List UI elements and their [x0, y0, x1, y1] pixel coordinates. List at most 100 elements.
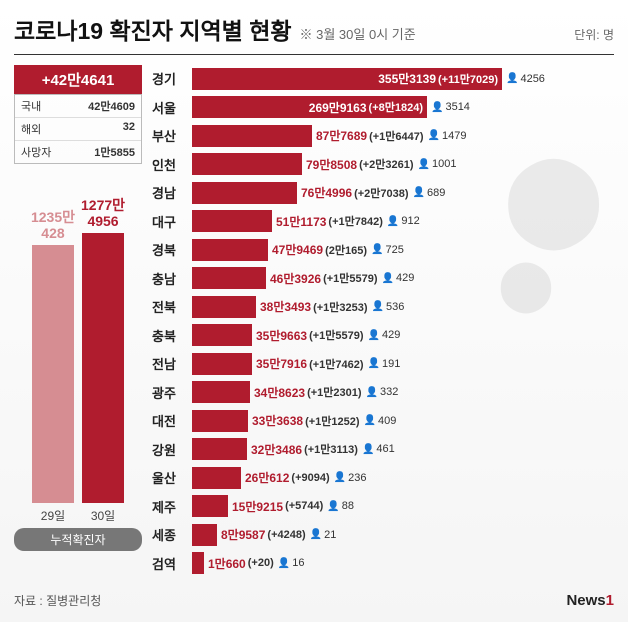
bar-total: 79만8508: [306, 156, 357, 173]
deaths: 👤429: [368, 329, 401, 341]
bar-area: 1만660(+20)👤16: [192, 552, 614, 574]
bar-rect: [192, 381, 250, 403]
region-name: 충북: [152, 326, 192, 345]
region-name: 경북: [152, 240, 192, 259]
cum-label: 29일: [41, 507, 65, 524]
bar-text-outside: 35만7916(+1만7462): [256, 355, 364, 372]
bar-rect: [192, 438, 247, 460]
bar-total: 26만612: [245, 469, 289, 486]
bar-rect: 355만3139(+11만7029): [192, 68, 502, 90]
bar-rect: [192, 524, 217, 546]
bar-increase: (+11만7029): [438, 71, 498, 87]
bar-rect: [192, 267, 266, 289]
region-name: 강원: [152, 440, 192, 459]
bar-text-outside: 15만9215(+5744): [232, 498, 323, 515]
bar-total: 8만9587: [221, 526, 265, 543]
bar-area: 26만612(+9094)👤236: [192, 467, 614, 489]
person-icon: 👤: [418, 159, 430, 170]
deaths-value: 3514: [445, 101, 469, 113]
deaths: 👤912: [387, 215, 420, 227]
deaths: 👤409: [364, 415, 397, 427]
deaths: 👤21: [310, 529, 337, 541]
bar-rect: [192, 153, 302, 175]
deaths: 👤536: [372, 301, 405, 313]
cumulative-bar: 1235만42829일: [31, 209, 75, 524]
region-row: 대구51만1173(+1만7842)👤912: [152, 208, 614, 235]
region-name: 인천: [152, 155, 192, 174]
person-icon: 👤: [327, 501, 339, 512]
deaths-value: 725: [385, 244, 403, 256]
bar-rect: [192, 125, 312, 147]
bar-area: 8만9587(+4248)👤21: [192, 524, 614, 546]
region-name: 부산: [152, 126, 192, 145]
deaths: 👤429: [382, 272, 415, 284]
region-name: 경기: [152, 69, 192, 88]
region-row: 세종8만9587(+4248)👤21: [152, 521, 614, 548]
deaths-value: 1001: [432, 158, 456, 170]
person-icon: 👤: [382, 273, 394, 284]
bar-rect: [192, 353, 252, 375]
bar-rect: [192, 467, 241, 489]
region-name: 서울: [152, 98, 192, 117]
person-icon: 👤: [413, 187, 425, 198]
person-icon: 👤: [362, 444, 374, 455]
person-icon: 👤: [371, 244, 383, 255]
bar-rect: [192, 210, 272, 232]
deaths-value: 461: [376, 443, 394, 455]
person-icon: 👤: [278, 558, 290, 569]
person-icon: 👤: [334, 472, 346, 483]
deaths: 👤1001: [418, 158, 457, 170]
bar-area: 15만9215(+5744)👤88: [192, 495, 614, 517]
deaths: 👤3514: [431, 101, 470, 113]
stat-row: 국내42만4609: [15, 95, 141, 118]
bar-text-outside: 79만8508(+2만3261): [306, 156, 414, 173]
bar-text-outside: 34만8623(+1만2301): [254, 384, 362, 401]
person-icon: 👤: [368, 358, 380, 369]
bar-text-outside: 26만612(+9094): [245, 469, 330, 486]
bar-area: 47만9469(2만165)👤725: [192, 239, 614, 261]
bar-total: 38만3493: [260, 298, 311, 315]
deaths: 👤16: [278, 557, 305, 569]
bar-rect: [192, 552, 204, 574]
deaths-value: 1479: [442, 130, 466, 142]
region-name: 울산: [152, 468, 192, 487]
region-name: 충남: [152, 269, 192, 288]
bar-increase: (+8만1824): [369, 99, 423, 115]
bar-total: 76만4996: [301, 184, 352, 201]
person-icon: 👤: [506, 73, 518, 84]
deaths-value: 191: [382, 358, 400, 370]
deaths-value: 689: [427, 187, 445, 199]
bar-text-outside: 76만4996(+2만7038): [301, 184, 409, 201]
deaths-value: 429: [396, 272, 414, 284]
bar-total: 87만7689: [316, 127, 367, 144]
person-icon: 👤: [368, 330, 380, 341]
region-name: 검역: [152, 554, 192, 573]
bar-text-outside: 38만3493(+1만3253): [260, 298, 368, 315]
region-row: 전남35만7916(+1만7462)👤191: [152, 350, 614, 377]
bar-total: 15만9215: [232, 498, 283, 515]
logo-text: News: [566, 592, 605, 609]
region-row: 강원32만3486(+1만3113)👤461: [152, 436, 614, 463]
bar-increase: (+2만3261): [359, 156, 413, 172]
deaths-value: 429: [382, 329, 400, 341]
region-row: 충남 46만3926(+1만5579) 👤429: [152, 265, 614, 292]
bar-increase: (+1만3253): [313, 299, 367, 315]
bar-rect: 269만9163(+8만1824): [192, 96, 427, 118]
region-chart: ⬤ ⬤ 경기355만3139(+11만7029)👤4256서울269만9163(…: [152, 65, 614, 578]
logo: News1: [566, 592, 614, 609]
bar-rect: [192, 324, 252, 346]
bar-area: 46만3926(+1만5579) 👤429: [192, 267, 614, 289]
bar-total: 32만3486: [251, 441, 302, 458]
deaths: 👤332: [366, 386, 399, 398]
bar-increase: (+1만7462): [309, 356, 363, 372]
bar-increase: (+5744): [285, 500, 323, 512]
bar-text-outside: 87만7689(+1만6447): [316, 127, 424, 144]
stat-key: 국내: [21, 98, 41, 114]
bar-increase: (+1만7842): [328, 213, 382, 229]
region-row: 경남76만4996(+2만7038)👤689: [152, 179, 614, 206]
deaths-value: 409: [378, 415, 396, 427]
bar-text-outside: 46만3926(+1만5579): [270, 270, 378, 287]
cum-bar-rect: [32, 245, 74, 503]
region-name: 세종: [152, 525, 192, 544]
deaths: 👤1479: [428, 130, 467, 142]
